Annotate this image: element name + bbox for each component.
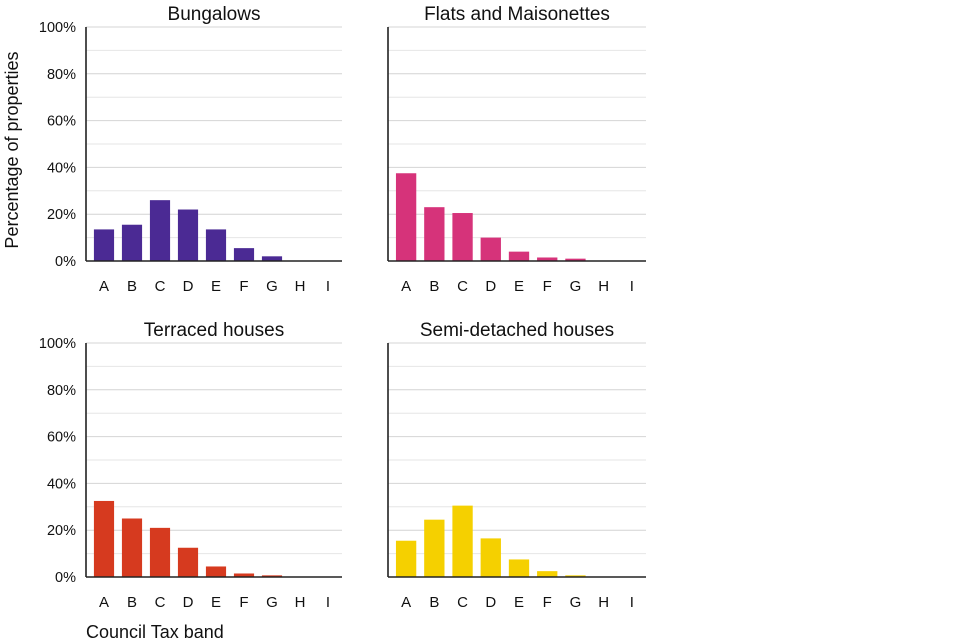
bar	[424, 519, 445, 577]
panel-title: Semi-detached houses	[420, 320, 614, 341]
bar	[537, 571, 558, 577]
x-tick-label: D	[485, 278, 496, 295]
y-tick-label: 0%	[55, 570, 76, 586]
y-tick-label: 0%	[55, 254, 76, 270]
bar	[177, 209, 199, 261]
bar	[121, 518, 143, 577]
x-tick-label: E	[211, 278, 221, 295]
x-axis-label: Council Tax band	[86, 622, 224, 640]
bar	[205, 229, 227, 261]
bar	[93, 500, 115, 577]
bar	[261, 575, 283, 577]
bar	[452, 213, 473, 261]
x-tick-label: E	[514, 594, 524, 611]
x-tick-label: D	[183, 278, 194, 295]
y-tick-label: 80%	[47, 383, 76, 399]
bar	[121, 224, 143, 261]
x-tick-label: A	[401, 278, 411, 295]
y-tick-label: 60%	[47, 114, 76, 130]
y-tick-label: 20%	[47, 523, 76, 539]
chart-panel: A B C D E F G H I Semi-detached houses	[387, 320, 646, 611]
x-tick-label: D	[485, 594, 496, 611]
x-tick-label: G	[266, 594, 278, 611]
x-tick-label: G	[266, 278, 278, 295]
y-tick-label: 100%	[39, 336, 76, 352]
chart-panel: 0% 20% 40% 60% 80% 100% A B C D E F G H I Terraced hous…	[39, 320, 342, 611]
bar	[508, 251, 530, 261]
chart-panel: 0% 20% 40% 60% 80% 100% A B C D E F G H I Bungalows	[39, 4, 342, 295]
bar	[452, 505, 473, 577]
y-tick-label: 20%	[47, 207, 76, 223]
x-tick-label: H	[295, 594, 306, 611]
y-tick-label: 80%	[47, 67, 76, 83]
x-tick-label: H	[598, 594, 609, 611]
x-tick-label: H	[598, 278, 609, 295]
bar	[233, 573, 255, 577]
bar	[480, 237, 501, 261]
x-tick-label: I	[326, 594, 330, 611]
x-tick-label: I	[630, 594, 634, 611]
x-tick-label: A	[99, 594, 109, 611]
x-tick-label: B	[429, 278, 439, 295]
x-tick-label: G	[570, 594, 582, 611]
x-tick-label: F	[543, 594, 552, 611]
x-tick-label: I	[630, 278, 634, 295]
x-tick-label: F	[543, 278, 552, 295]
x-tick-label: H	[295, 278, 306, 295]
x-tick-label: C	[457, 594, 468, 611]
y-axis-label: Percentage of properties	[2, 51, 22, 248]
bar	[508, 559, 530, 577]
bar	[205, 566, 227, 577]
y-tick-label: 100%	[39, 20, 76, 36]
panel-title: Flats and Maisonettes	[424, 4, 610, 25]
x-tick-label: C	[155, 278, 166, 295]
x-tick-label: E	[514, 278, 524, 295]
x-tick-label: F	[239, 594, 248, 611]
bar	[395, 173, 417, 261]
y-tick-label: 60%	[47, 430, 76, 446]
y-tick-label: 40%	[47, 476, 76, 492]
bar	[93, 229, 115, 261]
x-tick-label: D	[183, 594, 194, 611]
bar	[537, 257, 558, 261]
x-tick-label: B	[429, 594, 439, 611]
bar	[424, 207, 445, 261]
panel-title: Terraced houses	[144, 320, 284, 341]
bar	[149, 200, 171, 261]
bar	[480, 538, 501, 577]
bar	[565, 258, 586, 261]
bar	[233, 248, 255, 261]
x-tick-label: G	[570, 278, 582, 295]
bar	[565, 575, 586, 577]
bar	[261, 256, 283, 261]
chart-panel: A B C D E F G H I Flats and Maisonettes	[387, 4, 646, 295]
x-tick-label: C	[155, 594, 166, 611]
panel-title: Bungalows	[168, 4, 261, 25]
x-tick-label: A	[99, 278, 109, 295]
x-tick-label: A	[401, 594, 411, 611]
x-tick-label: I	[326, 278, 330, 295]
x-tick-label: E	[211, 594, 221, 611]
x-tick-label: F	[239, 278, 248, 295]
x-tick-label: B	[127, 594, 137, 611]
bar	[395, 540, 417, 577]
bar	[177, 547, 199, 577]
y-tick-label: 40%	[47, 160, 76, 176]
bar	[149, 527, 171, 577]
x-tick-label: C	[457, 278, 468, 295]
x-tick-label: B	[127, 278, 137, 295]
